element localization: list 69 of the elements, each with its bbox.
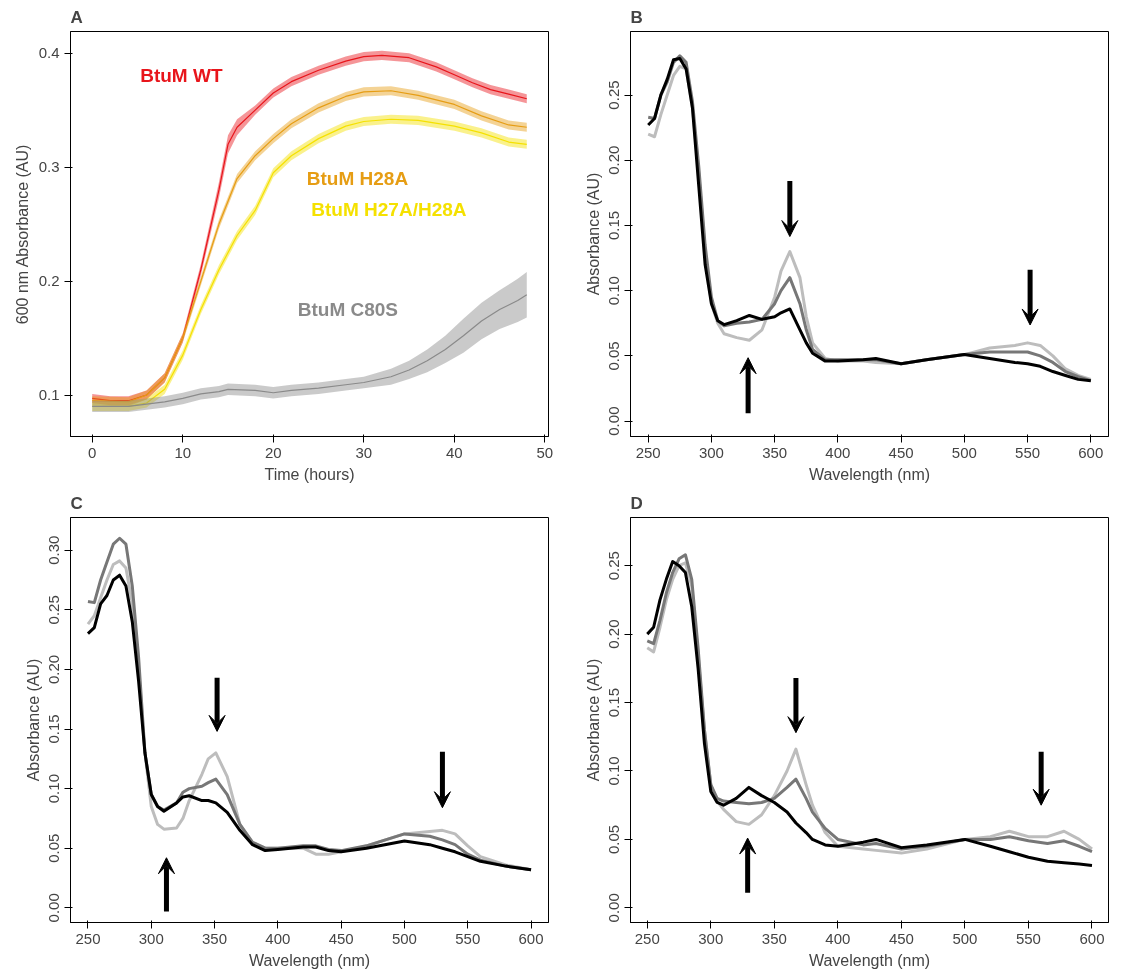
x-tick-label: 250 — [75, 929, 101, 947]
y-tick-label: 0.30 — [45, 535, 63, 565]
x-tick-label: 400 — [825, 929, 851, 947]
x-tick-label: 600 — [1079, 929, 1105, 947]
chart-title: D — [630, 493, 643, 513]
x-tick-label: 600 — [1078, 443, 1104, 461]
y-tick-label: 0.25 — [45, 595, 63, 625]
y-tick-label: 0.05 — [605, 341, 623, 371]
y-tick-label: 0.00 — [45, 893, 63, 923]
x-tick-label: 450 — [328, 929, 354, 947]
y-tick-label: 0.20 — [605, 619, 623, 649]
x-tick-label: 300 — [698, 443, 724, 461]
y-axis-title: Absorbance (AU) — [584, 658, 602, 782]
x-axis-title: Wavelength (nm) — [808, 951, 931, 969]
x-tick-label: 0 — [88, 443, 97, 461]
x-tick-label: 20 — [264, 443, 282, 461]
x-axis-title: Time (hours) — [264, 465, 355, 483]
x-tick-label: 600 — [518, 929, 544, 947]
x-tick-label: 550 — [455, 929, 481, 947]
y-tick-label: 0.05 — [45, 833, 63, 863]
y-axis-title: Absorbance (AU) — [24, 658, 42, 782]
x-tick-label: 500 — [952, 929, 978, 947]
y-tick-label: 0.15 — [605, 687, 623, 718]
x-tick-label: 400 — [825, 443, 851, 461]
x-tick-label: 350 — [202, 929, 228, 947]
y-tick-label: 0.4 — [38, 44, 60, 62]
x-tick-label: 300 — [698, 929, 724, 947]
x-tick-label: 50 — [536, 443, 554, 461]
y-tick-label: 0.20 — [605, 145, 623, 175]
text: BtuM H28A — [306, 168, 409, 189]
y-tick-label: 0.00 — [605, 893, 623, 923]
x-axis-title: Wavelength (nm) — [248, 951, 371, 969]
text: BtuM WT — [140, 65, 223, 87]
x-tick-label: 500 — [391, 929, 417, 947]
x-tick-label: 450 — [888, 929, 914, 947]
y-tick-label: 0.3 — [38, 158, 60, 176]
x-tick-label: 400 — [265, 929, 291, 947]
y-tick-label: 0.2 — [38, 272, 60, 290]
chart-title: B — [630, 7, 643, 27]
y-tick-label: 0.1 — [38, 386, 60, 404]
x-tick-label: 30 — [355, 443, 373, 461]
y-tick-label: 0.15 — [605, 210, 623, 241]
x-tick-label: 500 — [951, 443, 977, 461]
y-tick-label: 0.20 — [45, 654, 63, 684]
y-tick-label: 0.25 — [605, 551, 623, 581]
x-tick-label: 550 — [1015, 443, 1041, 461]
y-tick-label: 0.10 — [605, 756, 623, 786]
x-tick-label: 350 — [762, 443, 788, 461]
x-tick-label: 550 — [1015, 929, 1041, 947]
x-tick-label: 450 — [888, 443, 914, 461]
chart-title: A — [70, 7, 83, 27]
y-tick-label: 0.15 — [45, 714, 63, 744]
y-tick-label: 0.00 — [605, 406, 623, 436]
x-tick-label: 300 — [138, 929, 164, 947]
y-axis-title: 600 nm Absorbance (AU) — [13, 144, 31, 325]
text: BtuM C80S — [297, 299, 399, 321]
x-tick-label: 250 — [634, 929, 660, 947]
x-axis-title: Wavelength (nm) — [808, 465, 931, 483]
x-tick-label: 350 — [761, 929, 787, 947]
x-tick-label: 40 — [446, 443, 463, 461]
y-tick-label: 0.10 — [605, 276, 623, 306]
y-tick-label: 0.10 — [45, 774, 63, 804]
y-tick-label: 0.25 — [605, 80, 623, 110]
y-axis-title: Absorbance (AU) — [584, 172, 602, 296]
y-tick-label: 0.05 — [605, 824, 623, 855]
x-tick-label: 250 — [635, 443, 661, 461]
x-tick-label: 10 — [174, 443, 192, 461]
text: BtuM H27A/H28A — [311, 198, 467, 220]
chart-title: C — [70, 493, 83, 513]
